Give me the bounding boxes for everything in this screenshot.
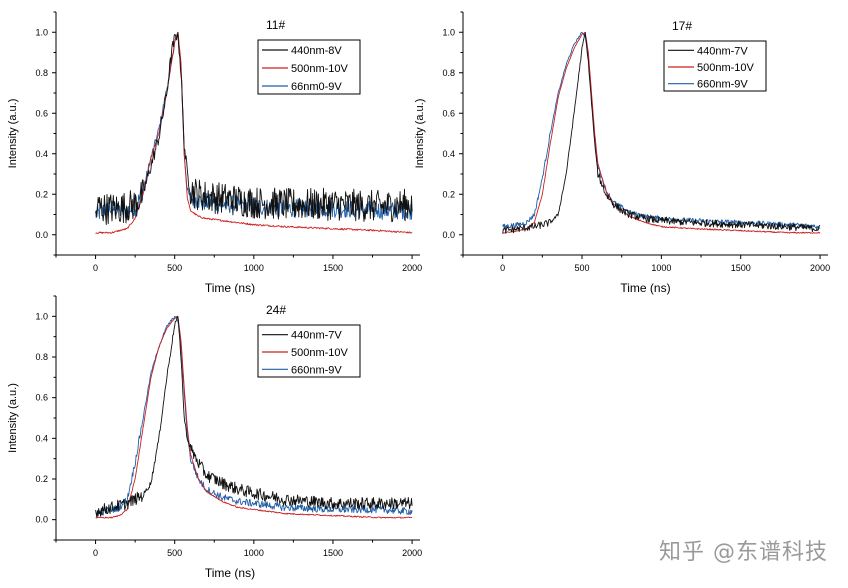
y-tick-label: 0.4	[35, 433, 48, 443]
legend-label: 500nm-10V	[291, 347, 349, 359]
legend-box	[257, 324, 361, 378]
legend-label: 440nm-7V	[291, 330, 342, 342]
legend-label: 660nm-9V	[291, 364, 342, 376]
series-line-660nm-9V	[502, 31, 821, 229]
series-line-500nm-10V	[95, 315, 413, 519]
x-axis-label: Time (ns)	[205, 566, 255, 580]
x-tick-label: 2000	[402, 548, 422, 558]
y-tick-label: 0.2	[442, 189, 455, 199]
y-axis-label: Intensity (a.u.)	[414, 99, 426, 169]
y-tick-label: 1.0	[442, 27, 455, 37]
x-tick-label: 500	[167, 548, 182, 558]
chart-title: 11#	[266, 18, 285, 32]
series-line-440nm-8V	[95, 31, 413, 226]
chart-panel-1: 0 500 1000 1500 2000 0.0 0.2 0.4 0.6 0.8 1.0 Time (…	[7, 11, 422, 295]
x-axis-label: Time (ns)	[620, 281, 670, 295]
legend-label: 500nm-10V	[291, 63, 349, 75]
y-tick-label: 0.4	[35, 149, 48, 159]
y-tick-label: 0.2	[35, 474, 48, 484]
x-tick-label: 500	[575, 263, 590, 273]
x-tick-label: 1000	[651, 263, 671, 273]
y-tick-label: 1.0	[35, 27, 48, 37]
chart-title: 24#	[266, 303, 286, 317]
series-line-440nm-7V	[95, 315, 413, 518]
x-tick-label: 0	[93, 548, 98, 558]
legend-label: 66nm0-9V	[291, 81, 342, 93]
x-tick-label: 2000	[810, 263, 830, 273]
watermark-text: 知乎 @东谱科技	[659, 540, 828, 565]
chart-panel-2: 0 500 1000 1500 2000 0.0 0.2 0.4 0.6 0.8 1.0 Time (…	[414, 11, 830, 295]
chart-title: 17#	[672, 19, 692, 33]
x-tick-label: 0	[500, 263, 505, 273]
series-line-500nm-10V	[95, 32, 413, 234]
x-tick-label: 0	[93, 263, 98, 273]
y-tick-label: 0.6	[35, 108, 48, 118]
legend-label: 440nm-8V	[291, 45, 342, 57]
y-tick-label: 0.0	[35, 515, 48, 525]
y-tick-label: 0.8	[35, 68, 48, 78]
legend-box	[257, 39, 361, 95]
y-tick-label: 0.2	[35, 189, 48, 199]
x-tick-label: 1500	[731, 263, 751, 273]
x-tick-label: 500	[167, 263, 182, 273]
legend-label: 500nm-10V	[697, 62, 755, 74]
y-tick-label: 1.0	[35, 311, 48, 321]
series-line-500nm-10V	[502, 31, 821, 234]
y-tick-label: 0.4	[442, 149, 455, 159]
legend-label: 660nm-9V	[697, 79, 748, 91]
series-line-66nm0-9V	[95, 31, 413, 220]
x-axis-label: Time (ns)	[205, 281, 255, 295]
x-tick-label: 2000	[402, 263, 422, 273]
x-tick-label: 1000	[244, 263, 264, 273]
legend-box	[663, 40, 767, 92]
legend-label: 440nm-7V	[697, 45, 748, 57]
series-line-660nm-9V	[95, 315, 413, 517]
x-tick-label: 1500	[323, 548, 343, 558]
y-axis-label: Intensity (a.u.)	[7, 383, 19, 453]
series-line-440nm-7V	[502, 31, 821, 234]
y-axis-label: Intensity (a.u.)	[7, 99, 19, 169]
y-tick-label: 0.0	[442, 230, 455, 240]
x-tick-label: 1000	[244, 548, 264, 558]
x-tick-label: 1500	[323, 263, 343, 273]
y-tick-label: 0.0	[35, 230, 48, 240]
y-tick-label: 0.8	[35, 352, 48, 362]
y-tick-label: 0.8	[442, 68, 455, 78]
y-tick-label: 0.6	[442, 108, 455, 118]
y-tick-label: 0.6	[35, 393, 48, 403]
chart-panel-3: 0 500 1000 1500 2000 0.0 0.2 0.4 0.6 0.8 1.0 Time (…	[7, 295, 422, 580]
